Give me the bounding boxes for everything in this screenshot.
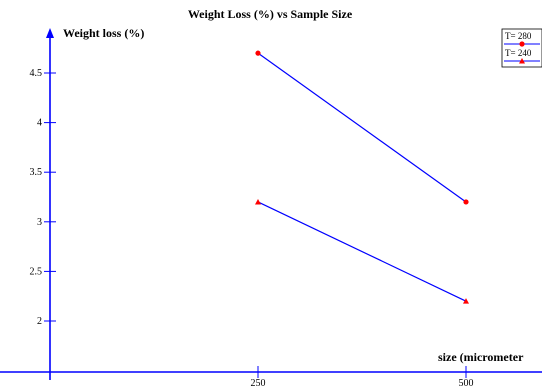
legend-label: T= 280 bbox=[505, 31, 532, 41]
series-layer bbox=[255, 50, 469, 304]
y-tick-label: 4.5 bbox=[30, 68, 43, 79]
ticks: 2 2.5 3 3.5 4 4.5 250 500 bbox=[30, 68, 474, 389]
y-axis-label: Weight loss (%) bbox=[63, 26, 144, 40]
y-axis-arrow bbox=[46, 28, 54, 38]
series-line bbox=[257, 201, 467, 302]
y-tick-label: 3.5 bbox=[30, 167, 43, 178]
y-tick-label: 2 bbox=[37, 316, 42, 327]
x-axis-label: size (micrometer bbox=[438, 350, 524, 364]
data-point bbox=[255, 198, 261, 205]
series-1 bbox=[255, 50, 469, 205]
x-tick-label: 500 bbox=[459, 378, 474, 389]
legend: T= 280 T= 240 bbox=[501, 28, 542, 68]
data-point bbox=[255, 50, 261, 56]
x-tick-label: 250 bbox=[251, 378, 266, 389]
y-tick-label: 2.5 bbox=[30, 266, 43, 277]
legend-swatch-marker bbox=[519, 41, 525, 47]
legend-swatch-marker bbox=[519, 58, 525, 64]
axes bbox=[0, 28, 542, 380]
series-2 bbox=[255, 198, 469, 304]
data-point bbox=[463, 298, 469, 304]
y-tick-label: 4 bbox=[37, 118, 42, 129]
legend-label: T= 240 bbox=[505, 48, 532, 58]
data-point bbox=[463, 199, 469, 205]
series-line bbox=[257, 52, 467, 203]
chart-title: Weight Loss (%) vs Sample Size bbox=[188, 7, 353, 21]
y-tick-label: 3 bbox=[37, 217, 42, 228]
